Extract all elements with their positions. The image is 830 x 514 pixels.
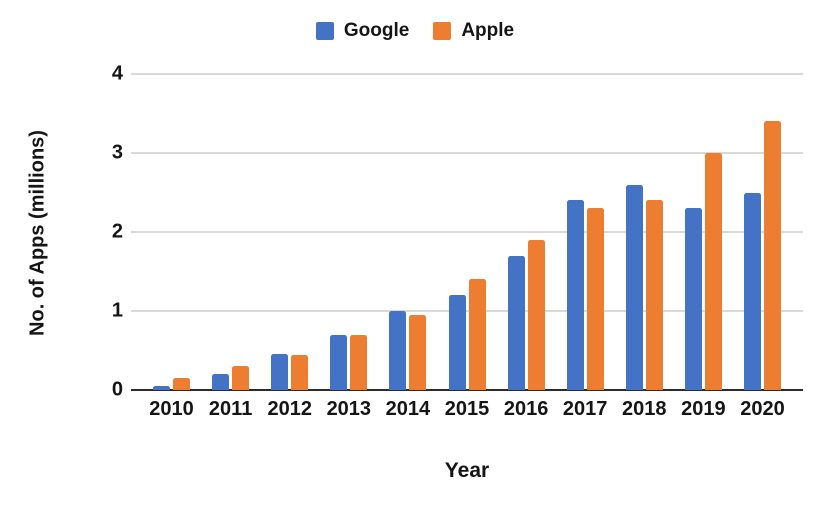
bar-google-2010	[153, 386, 171, 390]
bar-apple-2017	[586, 208, 604, 390]
bar-google-2019	[684, 208, 702, 390]
bar-google-2014	[389, 311, 407, 390]
bar-google-2016	[507, 255, 525, 390]
x-axis-title: Year	[444, 459, 490, 482]
legend-label-apple: Apple	[461, 20, 515, 41]
apple-series-swatch	[433, 22, 452, 40]
bar-apple-2016	[527, 239, 545, 390]
x-tick-label-2019: 2019	[681, 398, 726, 420]
legend-label-google: Google	[343, 20, 410, 41]
bar-google-2013	[330, 334, 348, 390]
bar-apple-2018	[645, 200, 663, 390]
bar-google-2012	[271, 354, 289, 390]
x-tick-label-2018: 2018	[622, 398, 667, 420]
y-tick-label-0: 0	[111, 378, 123, 401]
bar-apple-2014	[409, 314, 427, 390]
y-tick-label-1: 1	[111, 299, 123, 322]
x-tick-label-2010: 2010	[149, 398, 194, 420]
bar-apple-2013	[350, 334, 368, 390]
bar-google-2017	[566, 200, 584, 390]
gridline-3	[131, 152, 803, 154]
x-tick-label-2013: 2013	[326, 398, 372, 420]
y-tick-label-3: 3	[111, 141, 123, 164]
bar-apple-2012	[291, 355, 309, 390]
x-tick-label-2015: 2015	[444, 398, 490, 420]
x-tick-label-2020: 2020	[740, 398, 785, 420]
x-tick-label-2017: 2017	[562, 398, 608, 420]
legend: Google Apple	[0, 20, 830, 42]
gridline-4	[131, 73, 803, 75]
legend-item-google: Google	[315, 20, 410, 42]
legend-item-apple: Apple	[433, 20, 514, 42]
plot-area	[131, 73, 803, 391]
bar-apple-2019	[704, 153, 722, 390]
google-series-swatch	[315, 22, 334, 40]
x-tick-label-2012: 2012	[267, 398, 312, 420]
x-tick-label-2014: 2014	[385, 398, 431, 420]
x-tick-label-2011: 2011	[208, 398, 253, 420]
gridline-2	[131, 231, 803, 233]
y-tick-label-4: 4	[111, 62, 123, 85]
bar-apple-2015	[468, 279, 486, 390]
bar-apple-2010	[173, 378, 191, 390]
bar-apple-2011	[232, 366, 250, 390]
y-axis-title: No. of Apps (millions)	[26, 130, 49, 336]
bar-apple-2020	[763, 121, 781, 390]
y-tick-label-2: 2	[111, 220, 123, 243]
bar-google-2018	[625, 184, 643, 390]
x-axis-line	[131, 389, 803, 391]
bar-google-2011	[212, 374, 230, 390]
bar-google-2020	[743, 192, 761, 390]
bar-google-2015	[448, 295, 466, 390]
gridline-1	[131, 310, 803, 312]
x-tick-label-2016: 2016	[503, 398, 549, 420]
